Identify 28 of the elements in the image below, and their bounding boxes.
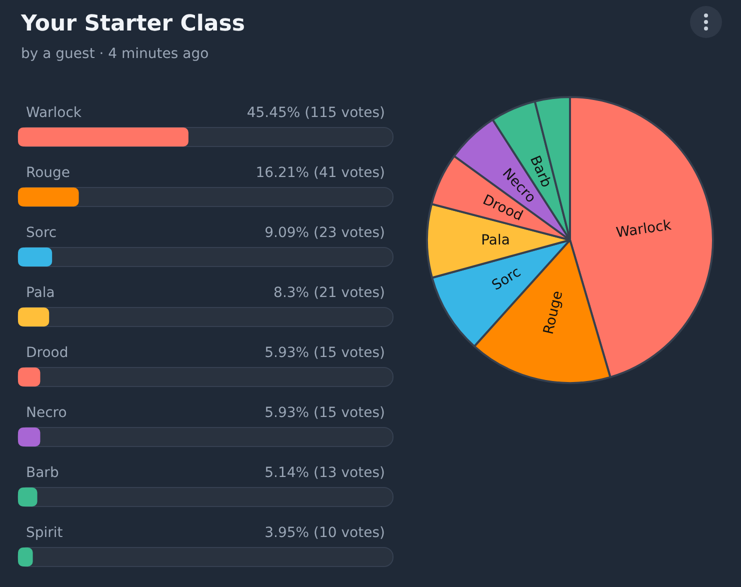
bar — [18, 308, 50, 326]
slice-label: Rouge — [540, 289, 566, 336]
chart-subtitle: by a guest · 4 minutes ago — [21, 46, 209, 62]
bar — [18, 188, 79, 206]
data-label: 5.14% (13 votes) — [264, 465, 385, 481]
bar — [18, 488, 38, 506]
y-tick-label: Rouge — [26, 165, 70, 181]
y-tick-label: Necro — [26, 405, 67, 421]
y-tick-label: Drood — [26, 345, 68, 361]
y-tick-label: Sorc — [26, 225, 57, 241]
data-label: 5.93% (15 votes) — [264, 345, 385, 361]
data-label: 45.45% (115 votes) — [246, 105, 385, 121]
data-label: 16.21% (41 votes) — [256, 165, 385, 181]
slice-label: Pala — [481, 232, 510, 249]
bar — [18, 248, 52, 266]
y-tick-label: Warlock — [26, 105, 82, 121]
bar — [18, 428, 40, 446]
y-tick-label: Barb — [26, 465, 59, 481]
y-tick-label: Spirit — [26, 525, 64, 541]
data-label: 5.93% (15 votes) — [264, 405, 385, 421]
slice-label: Sorc — [489, 264, 524, 294]
data-label: 3.95% (10 votes) — [264, 525, 385, 541]
data-label: 8.3% (21 votes) — [274, 285, 385, 301]
y-tick-label: Pala — [26, 285, 55, 301]
slice-label: Warlock — [615, 217, 674, 242]
data-label: 9.09% (23 votes) — [264, 225, 385, 241]
bar — [18, 368, 40, 386]
chart-title: Your Starter Class — [20, 12, 245, 36]
